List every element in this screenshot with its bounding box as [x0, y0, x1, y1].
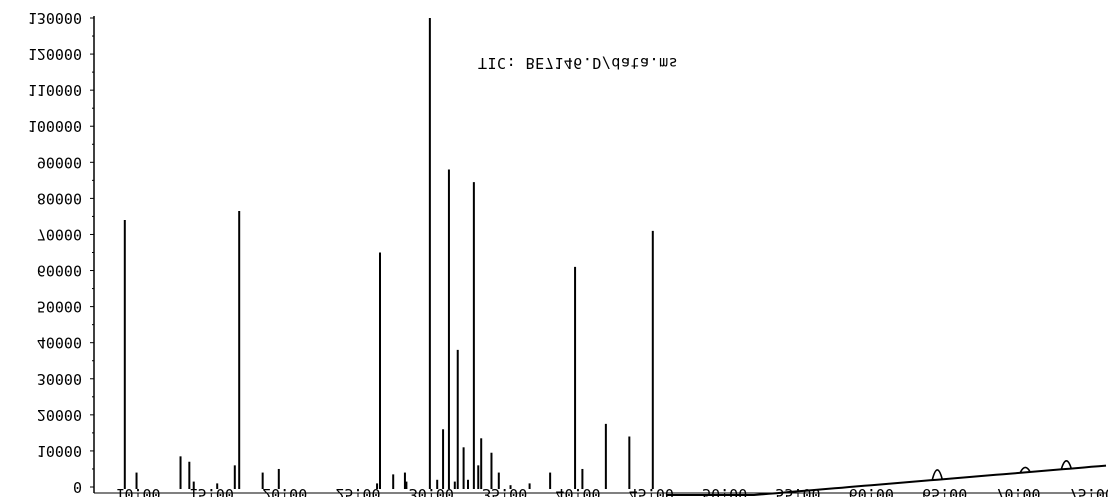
baseline-bump: [1019, 466, 1032, 473]
x-tick-label: 40.00: [555, 485, 600, 497]
y-tick-label: 110000: [28, 81, 82, 99]
y-tick-label: 30000: [37, 370, 82, 388]
y-tick-label: 50000: [37, 298, 82, 316]
x-tick-label: 20.00: [262, 485, 307, 497]
y-tick-label: 40000: [37, 334, 82, 352]
y-tick-label: 20000: [37, 406, 82, 424]
y-tick-label: 0: [73, 478, 82, 496]
y-tick-label: 100000: [28, 117, 82, 135]
x-tick-label: 70.00: [995, 485, 1040, 497]
x-tick-label: 15.00: [189, 485, 234, 497]
x-tick-label: 60.00: [849, 485, 894, 497]
x-tick-label: 65.00: [922, 485, 967, 497]
baseline-bump: [931, 469, 944, 480]
x-tick-label: 10.00: [115, 485, 160, 497]
y-tick-label: 70000: [37, 225, 82, 243]
chart-title: TIC: BE7146.D/data.ms: [478, 54, 678, 72]
y-tick-label: 60000: [37, 262, 82, 280]
y-tick-label: 120000: [28, 45, 82, 63]
baseline-trace: [666, 464, 1107, 496]
y-tick-label: 130000: [28, 9, 82, 27]
x-tick-label: 25.00: [335, 485, 380, 497]
y-tick-label: 10000: [37, 442, 82, 460]
x-tick-label: 35.00: [482, 485, 527, 497]
y-axis: 0 10000 20000 30000 40000 50000 60000 70000 8000…: [28, 9, 95, 496]
x-tick-label: 75.00: [1069, 485, 1108, 497]
y-tick-label: 80000: [37, 189, 82, 207]
x-axis: 10.00 15.00 20.00 25.00 30.00 35.00 40.00 45.00…: [94, 485, 1108, 497]
plot-area: [123, 18, 1107, 496]
x-tick-label: 30.00: [409, 485, 454, 497]
x-tick-label: 45.00: [629, 485, 674, 497]
y-tick-label: 90000: [37, 153, 82, 171]
baseline-bump: [1060, 460, 1073, 470]
